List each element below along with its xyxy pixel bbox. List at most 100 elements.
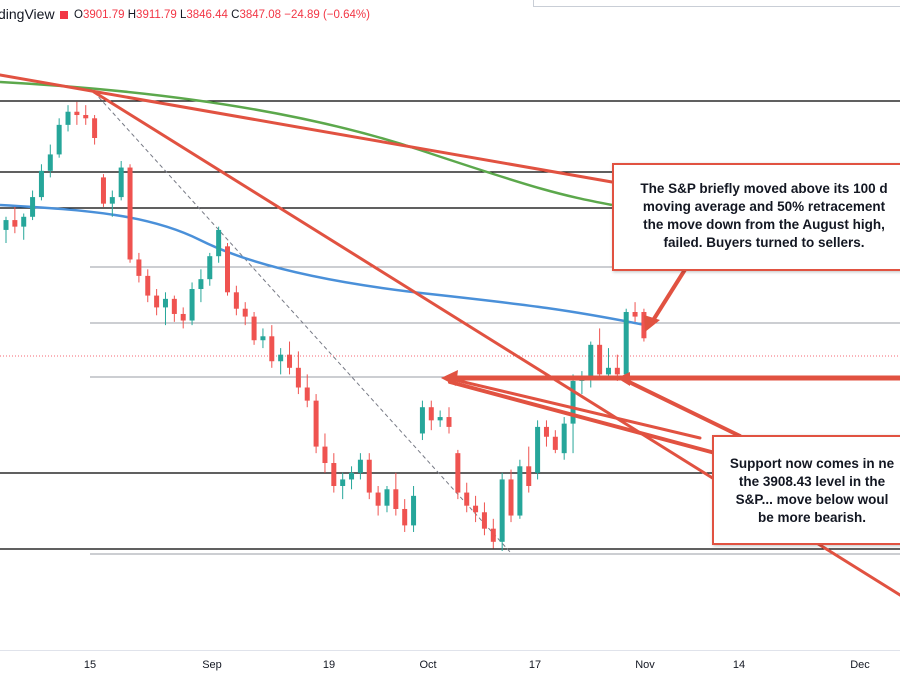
x-tick-label: Oct (419, 659, 437, 671)
candle-body (446, 417, 452, 427)
candle-body (561, 423, 567, 454)
candle-body (171, 298, 177, 314)
candle-body (47, 154, 53, 171)
candle-body (517, 466, 523, 516)
candle-body (597, 344, 603, 375)
note-line: the move down from the August high, (643, 217, 885, 232)
candle-body (313, 400, 319, 447)
candle-body (38, 170, 44, 198)
time-axis[interactable]: 15 Sep 19 Oct 17 Nov 14 Dec (0, 650, 900, 677)
indicator-lines (0, 80, 646, 327)
candle-body (74, 111, 80, 116)
candle-body (207, 256, 213, 280)
note-line: be more bearish. (757, 510, 867, 525)
candle-body (12, 220, 18, 227)
candle-body (437, 417, 443, 421)
candle-body (473, 505, 479, 513)
x-tick-label: 15 (83, 659, 97, 671)
candle-body (366, 459, 372, 493)
candle-body (3, 220, 9, 230)
candle-body (233, 292, 239, 309)
x-tick-label: 17 (528, 659, 542, 671)
candle-body (278, 354, 284, 362)
candle-body (225, 246, 230, 293)
candle-body (632, 311, 638, 317)
candle-body (198, 279, 204, 290)
candle-body (508, 479, 514, 516)
annotation-note-support[interactable]: Support now comes in ne the 3908.43 leve… (712, 435, 900, 545)
symbol-header: dingView O3901.79 H3911.79 L3846.44 C384… (0, 0, 900, 30)
market-status-dot (60, 11, 68, 19)
candle-body (526, 466, 532, 486)
note-line: moving average and 50% retracement (642, 199, 886, 214)
candle-body (402, 508, 408, 526)
low-value: 3846.44 (186, 9, 228, 21)
candle-body (287, 354, 293, 368)
candle-body (304, 387, 310, 401)
candle-body (65, 111, 71, 125)
ohlc-readout: O3901.79 H3911.79 L3846.44 C3847.08 −24.… (74, 9, 370, 21)
candle-body (260, 336, 266, 341)
candle-body (552, 436, 558, 450)
note-line: S&P... move below woul (735, 492, 889, 507)
support-arrow-head (441, 370, 458, 386)
candle-body (543, 426, 549, 437)
candle-body (490, 528, 496, 542)
note-line: the 3908.43 level in the (738, 474, 886, 489)
trendline (0, 73, 614, 184)
candle-body (588, 344, 594, 378)
candle-body (464, 492, 470, 506)
candle-body (56, 124, 62, 155)
x-tick-label: Nov (635, 659, 655, 671)
candle-body (535, 426, 541, 473)
brand-logo: dingView (0, 6, 55, 22)
candle-body (242, 308, 248, 317)
x-tick-label: 14 (732, 659, 746, 671)
candle-body (92, 118, 98, 138)
candle-body (375, 492, 381, 506)
candle-body (83, 115, 89, 119)
candle-body (322, 446, 328, 464)
candle-body (623, 311, 629, 375)
callout-arrow-head (644, 315, 660, 332)
candle-body (393, 489, 399, 509)
x-tick-label: Dec (850, 659, 870, 671)
candle-body (127, 167, 133, 260)
candle-body (357, 459, 363, 473)
candle-body (419, 407, 425, 434)
candle-body (109, 197, 115, 204)
trendline (448, 380, 717, 455)
candle-body (118, 167, 124, 198)
candle-body (331, 463, 337, 486)
candle-body (614, 367, 620, 375)
trendline (623, 378, 742, 438)
candle-body (641, 311, 647, 339)
candle-body (384, 489, 390, 506)
ma200-line (0, 80, 613, 207)
fib-diagonal-line (93, 91, 512, 554)
candle-body (154, 295, 160, 308)
ma100-line (0, 203, 646, 327)
candle-body (21, 216, 27, 227)
candle-body (349, 472, 355, 480)
candle-body (605, 367, 611, 375)
annotation-note-resistance[interactable]: The S&P briefly moved above its 100 d mo… (612, 163, 900, 271)
candle-body (216, 229, 222, 257)
note-line: The S&P briefly moved above its 100 d (640, 181, 888, 196)
candle-body (499, 479, 505, 542)
note-line: Support now comes in ne (729, 456, 895, 471)
candle-body (162, 298, 168, 308)
callout-arrow-shaft (650, 266, 688, 324)
candle-body (251, 316, 257, 341)
candle-body (136, 259, 142, 276)
candle-body (295, 367, 301, 388)
support-arrow-head (617, 372, 630, 386)
candle-body (428, 407, 434, 421)
change-value: −24.89 (−0.64%) (284, 9, 370, 21)
candle-body (340, 479, 346, 486)
x-tick-label: Sep (202, 659, 222, 671)
high-value: 3911.79 (136, 9, 177, 21)
price-chart[interactable] (0, 0, 900, 650)
candles (3, 101, 647, 551)
x-tick-label: 19 (322, 659, 336, 671)
